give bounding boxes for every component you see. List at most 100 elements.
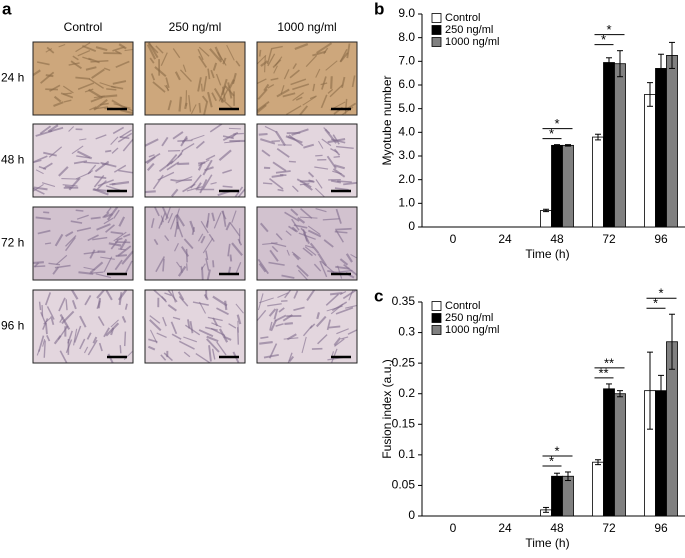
cell <box>121 315 127 323</box>
bar <box>551 475 563 517</box>
cell <box>347 329 358 335</box>
cell <box>260 60 269 67</box>
cell <box>54 233 64 247</box>
cell <box>48 262 61 266</box>
cell <box>65 235 77 247</box>
cell <box>282 92 296 98</box>
cell <box>210 327 226 337</box>
cell <box>340 336 349 340</box>
cell <box>211 348 216 360</box>
y-tick-label: 6.0 <box>398 77 415 91</box>
cell <box>120 109 134 115</box>
micrograph <box>32 41 134 116</box>
significance-label: * <box>653 296 658 311</box>
cell <box>330 292 343 296</box>
cell <box>292 63 297 70</box>
cell <box>87 88 103 99</box>
cell <box>147 42 159 54</box>
cell <box>103 67 111 72</box>
cell <box>272 59 282 69</box>
cell <box>155 256 166 273</box>
cell <box>184 102 188 110</box>
cell <box>79 315 87 328</box>
cell <box>103 327 111 338</box>
cell <box>64 185 71 188</box>
cell <box>271 45 283 50</box>
cell <box>289 69 300 79</box>
row-label: 72 h <box>1 236 24 250</box>
cell <box>40 311 47 325</box>
cell <box>113 103 131 109</box>
error-bar <box>669 41 675 69</box>
cell <box>321 138 332 147</box>
y-tick-label: 5.0 <box>398 101 415 115</box>
cell <box>198 46 210 57</box>
cell <box>167 100 172 111</box>
error-bar <box>658 374 664 407</box>
cell <box>183 336 198 343</box>
cell <box>113 164 127 173</box>
cell <box>35 169 44 175</box>
cell <box>63 99 72 103</box>
cell <box>227 243 231 257</box>
cell <box>179 69 192 82</box>
cell <box>203 293 209 301</box>
cell <box>283 337 299 340</box>
cell <box>237 188 246 198</box>
cell <box>123 331 127 347</box>
cell <box>118 248 126 251</box>
cell <box>113 209 120 219</box>
cell <box>178 340 195 350</box>
cell <box>154 66 167 78</box>
cell <box>75 209 84 212</box>
cell <box>106 207 112 214</box>
cell <box>335 306 354 315</box>
micrograph <box>256 123 358 198</box>
cell <box>280 85 285 95</box>
bar <box>655 68 667 228</box>
cell <box>258 49 262 57</box>
significance-label: * <box>658 286 663 301</box>
cell <box>269 249 279 262</box>
cell <box>191 134 205 141</box>
cell <box>117 289 128 301</box>
cell <box>344 98 348 115</box>
cell <box>264 125 278 133</box>
cell <box>290 208 299 217</box>
cell <box>198 102 202 113</box>
cell <box>176 214 185 227</box>
bar <box>551 144 563 228</box>
cell <box>297 217 306 224</box>
micrograph <box>32 206 134 281</box>
cell <box>335 208 342 224</box>
cell <box>336 328 349 335</box>
cell <box>326 319 332 331</box>
cell <box>267 83 275 89</box>
cell <box>99 82 116 89</box>
cell <box>256 104 267 114</box>
cell <box>183 351 191 358</box>
cell <box>210 69 215 79</box>
cell <box>273 65 278 74</box>
cell <box>197 162 203 171</box>
cell <box>94 175 107 179</box>
y-tick-label: 0.3 <box>398 325 415 339</box>
cell <box>320 260 335 274</box>
cell <box>275 323 284 327</box>
micrograph-frame <box>256 289 358 364</box>
y-axis-label: Myotube number <box>380 75 394 165</box>
cell <box>38 301 42 311</box>
micrograph-frame <box>256 123 358 198</box>
cell <box>273 308 279 320</box>
y-tick-label: 0.15 <box>392 416 416 430</box>
legend-swatch <box>431 25 442 35</box>
y-tick-label: 0.2 <box>398 386 415 400</box>
cell <box>295 96 303 101</box>
cell <box>256 54 267 65</box>
y-tick-label: 0 <box>408 508 415 522</box>
cell <box>268 308 277 317</box>
significance-label: * <box>554 443 559 458</box>
cell <box>190 104 197 114</box>
cell <box>269 177 284 190</box>
y-tick-label: 8.0 <box>398 30 415 44</box>
